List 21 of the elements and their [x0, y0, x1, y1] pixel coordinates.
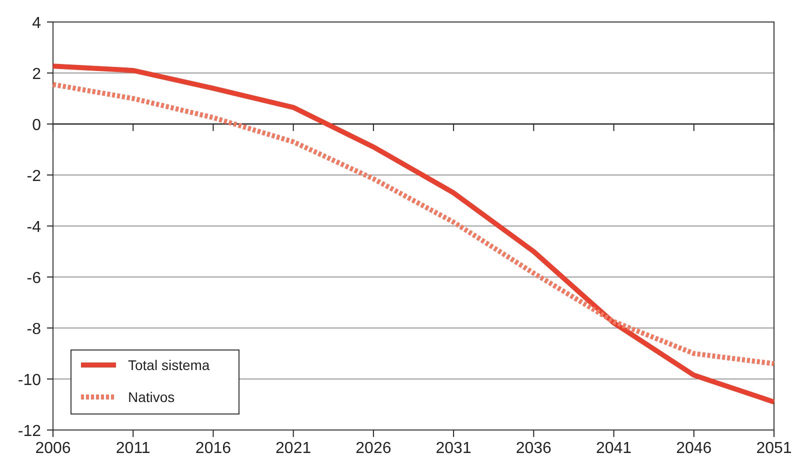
y-tick-label: -4 [26, 219, 42, 236]
x-tick-label: 2011 [116, 440, 150, 457]
x-tick-label: 2026 [356, 440, 392, 457]
y-tick-label: 4 [32, 15, 42, 32]
x-tick-label: 2041 [596, 440, 632, 457]
legend-label: Nativos [128, 389, 175, 405]
x-tick-label: 2006 [35, 440, 71, 457]
x-tick-label: 2021 [276, 440, 312, 457]
x-tick-label: 2016 [195, 440, 232, 457]
x-tick-label: 2051 [756, 440, 792, 457]
y-tick-label: 0 [32, 117, 42, 134]
y-tick-label: -12 [18, 423, 42, 440]
x-tick-label: 2036 [516, 440, 552, 457]
y-tick-label: -8 [26, 321, 42, 338]
y-tick-label: -2 [26, 168, 42, 185]
x-tick-label: 2046 [676, 440, 712, 457]
y-tick-label: -6 [26, 270, 42, 287]
legend-label: Total sistema [128, 357, 210, 373]
y-tick-label: -10 [18, 372, 42, 389]
y-tick-label: 2 [32, 66, 42, 83]
x-tick-label: 2031 [436, 440, 472, 457]
